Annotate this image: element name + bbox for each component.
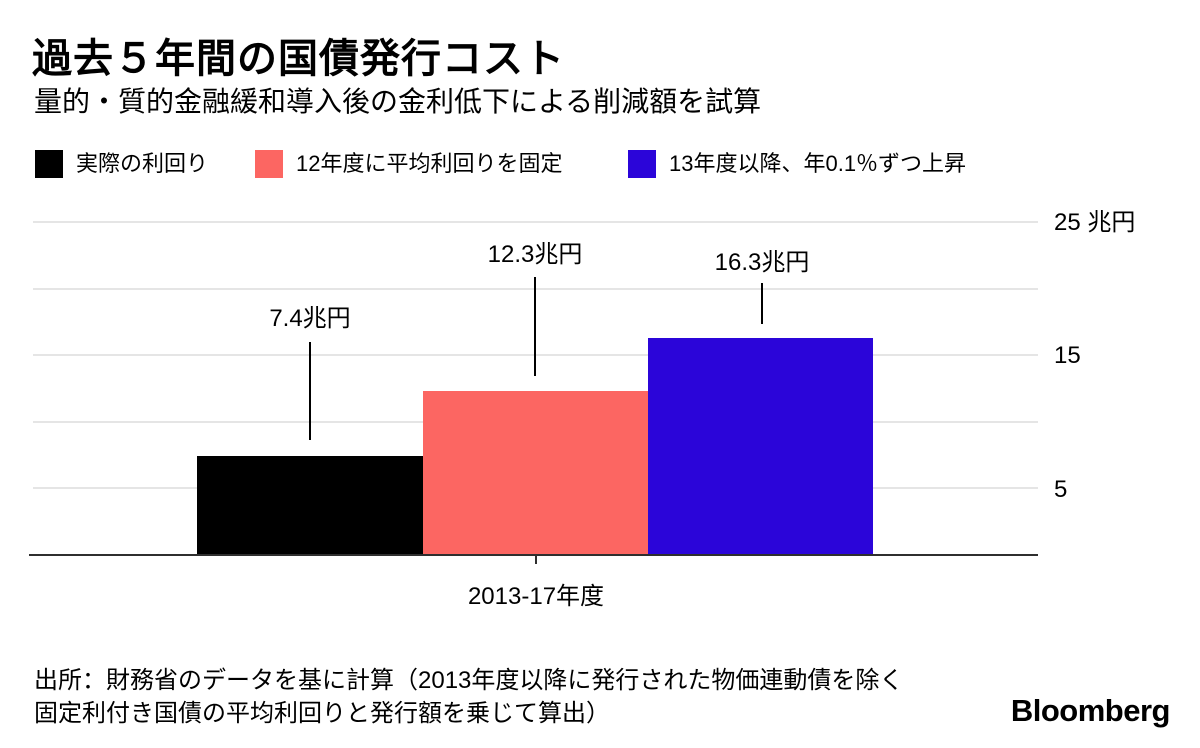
x-axis-category-label: 2013-17年度	[467, 583, 605, 610]
bar-2	[423, 391, 648, 555]
legend-item-fixed-fy12-yield: 12年度に平均利回りを固定	[255, 150, 562, 178]
legend-swatch-black	[35, 150, 63, 178]
y-axis-tick-label-15: 15	[1054, 342, 1081, 369]
bar-value-label-1: 7.4兆円	[269, 305, 351, 332]
legend-swatch-blue	[628, 150, 656, 178]
bar-callout-line-3	[761, 283, 763, 324]
plot-area	[29, 221, 1038, 556]
page-title: 過去５年間の国債発行コスト	[32, 37, 565, 81]
bar-callout-line-1	[309, 342, 311, 440]
x-axis-tick	[535, 555, 537, 564]
y-axis-tick-label-5: 5	[1054, 476, 1068, 503]
legend-swatch-salmon	[255, 150, 283, 178]
bar-value-label-2: 12.3兆円	[487, 241, 583, 268]
source-note: 出所：財務省のデータを基に計算（2013年度以降に発行された物価連動債を除く 固…	[34, 664, 903, 730]
x-axis-line	[29, 554, 1038, 556]
source-line-2: 固定利付き国債の平均利回りと発行額を乗じて算出）	[34, 700, 610, 727]
legend-item-rising-yield: 13年度以降、年0.1％ずつ上昇	[628, 150, 966, 178]
bar-1	[197, 456, 423, 555]
bar-value-label-3: 16.3兆円	[714, 249, 810, 276]
bloomberg-logo: Bloomberg	[1010, 693, 1171, 728]
legend-label: 13年度以降、年0.1％ずつ上昇	[669, 151, 967, 176]
source-line-1: 出所：財務省のデータを基に計算（2013年度以降に発行された物価連動債を除く	[34, 667, 904, 694]
y-axis-tick-label-25: 25 兆円	[1054, 209, 1136, 236]
gridline-25	[33, 221, 1038, 223]
legend-label: 12年度に平均利回りを固定	[296, 151, 563, 176]
bar-3	[648, 337, 873, 555]
legend-item-actual-yield: 実際の利回り	[35, 150, 208, 178]
bar-callout-line-2	[534, 277, 536, 376]
chart-subtitle: 量的・質的金融緩和導入後の金利低下による削減額を試算	[34, 86, 762, 117]
legend-label: 実際の利回り	[76, 151, 209, 176]
